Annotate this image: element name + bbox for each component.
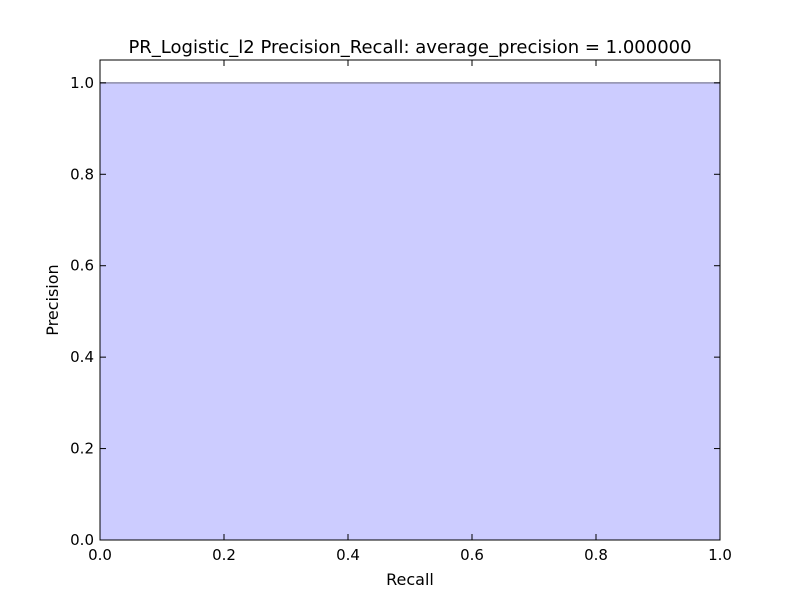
chart-title: PR_Logistic_l2 Precision_Recall: average… (128, 37, 691, 58)
x-tick-label: 0.4 (336, 546, 360, 564)
y-tick-label: 0.6 (70, 257, 94, 275)
x-tick-label: 0.6 (460, 546, 484, 564)
y-tick-label: 0.2 (70, 440, 94, 458)
y-tick-label: 0.0 (70, 531, 94, 549)
x-tick-label: 0.0 (88, 546, 112, 564)
x-tick-label: 0.8 (584, 546, 608, 564)
y-tick-label: 0.4 (70, 348, 94, 366)
x-axis-label: Recall (386, 570, 434, 589)
pr-area-fill (100, 82, 720, 540)
plot-frame (99, 59, 721, 541)
x-tick-label: 1.0 (708, 546, 732, 564)
y-tick-label: 0.8 (70, 165, 94, 183)
y-axis-ticks: 0.0 0.2 0.4 0.6 0.8 1.0 (70, 74, 720, 549)
area-layer (100, 82, 720, 540)
x-tick-label: 0.2 (212, 546, 236, 564)
y-axis-label: Precision (43, 264, 62, 335)
y-tick-label: 1.0 (70, 74, 94, 92)
